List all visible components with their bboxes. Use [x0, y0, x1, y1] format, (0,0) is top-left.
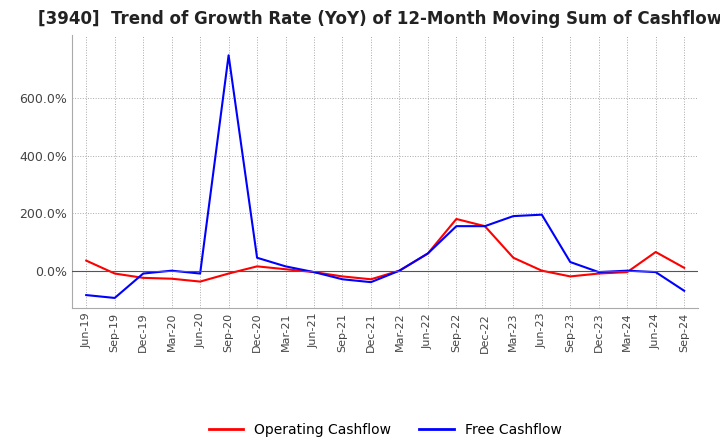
Operating Cashflow — [423, 251, 432, 256]
Free Cashflow — [537, 212, 546, 217]
Free Cashflow — [282, 264, 290, 269]
Operating Cashflow — [509, 255, 518, 260]
Free Cashflow — [395, 268, 404, 273]
Free Cashflow — [338, 277, 347, 282]
Operating Cashflow — [225, 271, 233, 276]
Operating Cashflow — [680, 265, 688, 271]
Operating Cashflow — [167, 276, 176, 281]
Operating Cashflow — [310, 269, 318, 275]
Title: [3940]  Trend of Growth Rate (YoY) of 12-Month Moving Sum of Cashflows: [3940] Trend of Growth Rate (YoY) of 12-… — [38, 10, 720, 28]
Free Cashflow — [310, 269, 318, 275]
Free Cashflow — [110, 295, 119, 301]
Free Cashflow — [82, 293, 91, 298]
Free Cashflow — [225, 53, 233, 58]
Operating Cashflow — [338, 274, 347, 279]
Operating Cashflow — [452, 216, 461, 222]
Operating Cashflow — [196, 279, 204, 284]
Free Cashflow — [652, 269, 660, 275]
Free Cashflow — [566, 260, 575, 265]
Operating Cashflow — [480, 224, 489, 229]
Operating Cashflow — [110, 271, 119, 276]
Operating Cashflow — [623, 269, 631, 275]
Operating Cashflow — [82, 258, 91, 263]
Free Cashflow — [196, 271, 204, 276]
Operating Cashflow — [537, 268, 546, 273]
Free Cashflow — [680, 288, 688, 293]
Free Cashflow — [595, 269, 603, 275]
Operating Cashflow — [282, 267, 290, 272]
Operating Cashflow — [253, 264, 261, 269]
Free Cashflow — [623, 268, 631, 273]
Line: Operating Cashflow: Operating Cashflow — [86, 219, 684, 282]
Free Cashflow — [253, 255, 261, 260]
Line: Free Cashflow: Free Cashflow — [86, 55, 684, 298]
Free Cashflow — [509, 213, 518, 219]
Operating Cashflow — [566, 274, 575, 279]
Free Cashflow — [139, 271, 148, 276]
Operating Cashflow — [366, 277, 375, 282]
Free Cashflow — [366, 279, 375, 285]
Operating Cashflow — [139, 275, 148, 280]
Free Cashflow — [480, 224, 489, 229]
Free Cashflow — [423, 251, 432, 256]
Operating Cashflow — [652, 249, 660, 255]
Operating Cashflow — [595, 271, 603, 276]
Free Cashflow — [452, 224, 461, 229]
Free Cashflow — [167, 268, 176, 273]
Operating Cashflow — [395, 268, 404, 273]
Legend: Operating Cashflow, Free Cashflow: Operating Cashflow, Free Cashflow — [203, 418, 567, 440]
